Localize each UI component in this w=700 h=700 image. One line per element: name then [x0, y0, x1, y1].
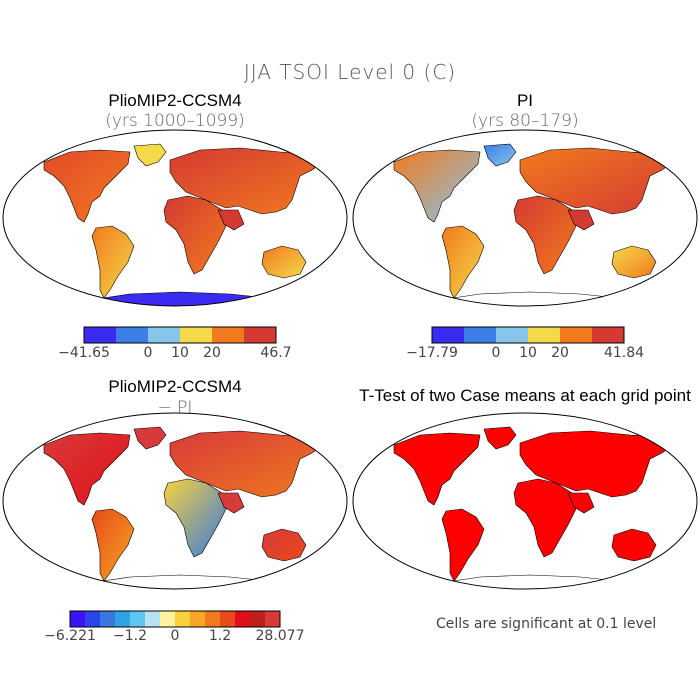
cbar2-swatch-0	[432, 327, 465, 343]
map4-antarctica-landmass	[439, 574, 635, 589]
cbar3-swatch-1	[85, 611, 101, 627]
map4-globe-outline	[352, 412, 698, 590]
map2-globe-outline	[352, 129, 698, 307]
cbar3-swatch-3	[115, 611, 131, 627]
cbar1-label-10: 10	[171, 345, 189, 361]
map2-australia-landmass	[611, 245, 657, 279]
map1-arabia-landmass	[217, 209, 245, 231]
map1-southAmerica-landmass	[91, 225, 135, 299]
cbar1-swatch-1	[116, 327, 149, 343]
map-panel-ttest	[352, 412, 698, 590]
cbar3-label-min: −6.221	[44, 628, 96, 644]
cbar3-swatch-0	[70, 611, 86, 627]
map3-arabia-landmass	[217, 492, 245, 514]
cbar1-label-0: 0	[143, 345, 153, 361]
cbar1-swatch-4	[212, 327, 245, 343]
map2-arabia-landmass	[567, 209, 595, 231]
map3-antarctica-landmass	[89, 574, 285, 589]
map1-antarctica-landmass	[89, 291, 285, 306]
map3-africa-landmass	[163, 478, 227, 558]
cbar3-swatch-13	[265, 611, 281, 627]
map1-greenland-landmass	[133, 143, 167, 167]
map2-greenland-landmass	[483, 143, 517, 167]
map4-greenland-landmass	[483, 426, 517, 450]
cbar1-label-min: −41.65	[58, 345, 110, 361]
cbar3-swatch-7	[175, 611, 191, 627]
colorbar-panel1	[83, 326, 277, 344]
cbar2-swatch-2	[496, 327, 529, 343]
cbar1-label-max: 46.7	[260, 345, 292, 361]
cbar3-swatch-8	[190, 611, 206, 627]
map2-africa-landmass	[513, 195, 577, 275]
cbar2-frame	[431, 326, 625, 344]
cbar3-swatch-4	[130, 611, 146, 627]
panel1-title: PlioMIP2-CCSM4	[108, 91, 242, 110]
map3-australia-landmass	[261, 528, 307, 562]
cbar2-label-max: 41.84	[603, 345, 645, 361]
map4-northAmerica-landmass	[393, 432, 481, 506]
cbar2-label-20: 20	[551, 345, 569, 361]
figure-title: JJA TSOI Level 0 (C)	[243, 60, 457, 84]
map1-australia-landmass	[261, 245, 307, 279]
map2-antarctica-landmass	[439, 291, 635, 306]
cbar3-swatch-2	[100, 611, 116, 627]
significance-note: Cells are significant at 0.1 level	[436, 616, 657, 632]
map3-northAmerica-landmass	[43, 432, 131, 506]
cbar3-swatch-12	[250, 611, 266, 627]
map-panel-difference	[2, 412, 348, 590]
map4-southAmerica-landmass	[441, 508, 485, 582]
panel3-title: PlioMIP2-CCSM4	[108, 377, 242, 396]
map2-northAmerica-landmass	[393, 149, 481, 223]
map1-globe-outline	[2, 129, 348, 307]
panel1-subtitle: (yrs 1000–1099)	[105, 111, 245, 131]
map3-southAmerica-landmass	[91, 508, 135, 582]
map2-southAmerica-landmass	[441, 225, 485, 299]
cbar1-swatch-5	[244, 327, 277, 343]
cbar2-label-0: 0	[491, 345, 501, 361]
panel2-subtitle: (yrs 80–179)	[471, 111, 579, 131]
cbar1-frame	[83, 326, 277, 344]
cbar3-swatch-9	[205, 611, 221, 627]
cbar3-swatch-6	[160, 611, 176, 627]
colorbar-panel2	[431, 326, 625, 344]
map3-greenland-landmass	[133, 426, 167, 450]
cbar2-swatch-4	[560, 327, 593, 343]
cbar3-label-0: 0	[170, 628, 180, 644]
cbar3-swatch-11	[235, 611, 251, 627]
cbar1-label-20: 20	[203, 345, 221, 361]
cbar3-swatch-5	[145, 611, 161, 627]
panel2-title: PI	[516, 91, 534, 110]
cbar3-swatch-10	[220, 611, 236, 627]
panel4-title: T-Test of two Case means at each grid po…	[359, 386, 691, 405]
map-panel-pliomip2	[2, 129, 348, 307]
map4-arabia-landmass	[567, 492, 595, 514]
cbar1-swatch-3	[180, 327, 213, 343]
cbar1-swatch-0	[84, 327, 117, 343]
map3-globe-outline	[2, 412, 348, 590]
cbar2-swatch-3	[528, 327, 561, 343]
cbar3-label-max: 28.077	[255, 628, 305, 644]
map4-australia-landmass	[611, 528, 657, 562]
map1-africa-landmass	[163, 195, 227, 275]
cbar3-label-neg: −1.2	[113, 628, 147, 644]
map1-northAmerica-landmass	[43, 149, 131, 223]
map-panel-pi	[352, 129, 698, 307]
cbar2-label-10: 10	[519, 345, 537, 361]
cbar2-swatch-1	[464, 327, 497, 343]
map4-africa-landmass	[513, 478, 577, 558]
cbar2-swatch-5	[592, 327, 625, 343]
cbar1-swatch-2	[148, 327, 181, 343]
cbar2-label-min: −17.79	[406, 345, 458, 361]
colorbar-panel3	[69, 610, 281, 628]
cbar3-label-pos: 1.2	[208, 628, 232, 644]
cbar3-frame	[69, 610, 281, 628]
